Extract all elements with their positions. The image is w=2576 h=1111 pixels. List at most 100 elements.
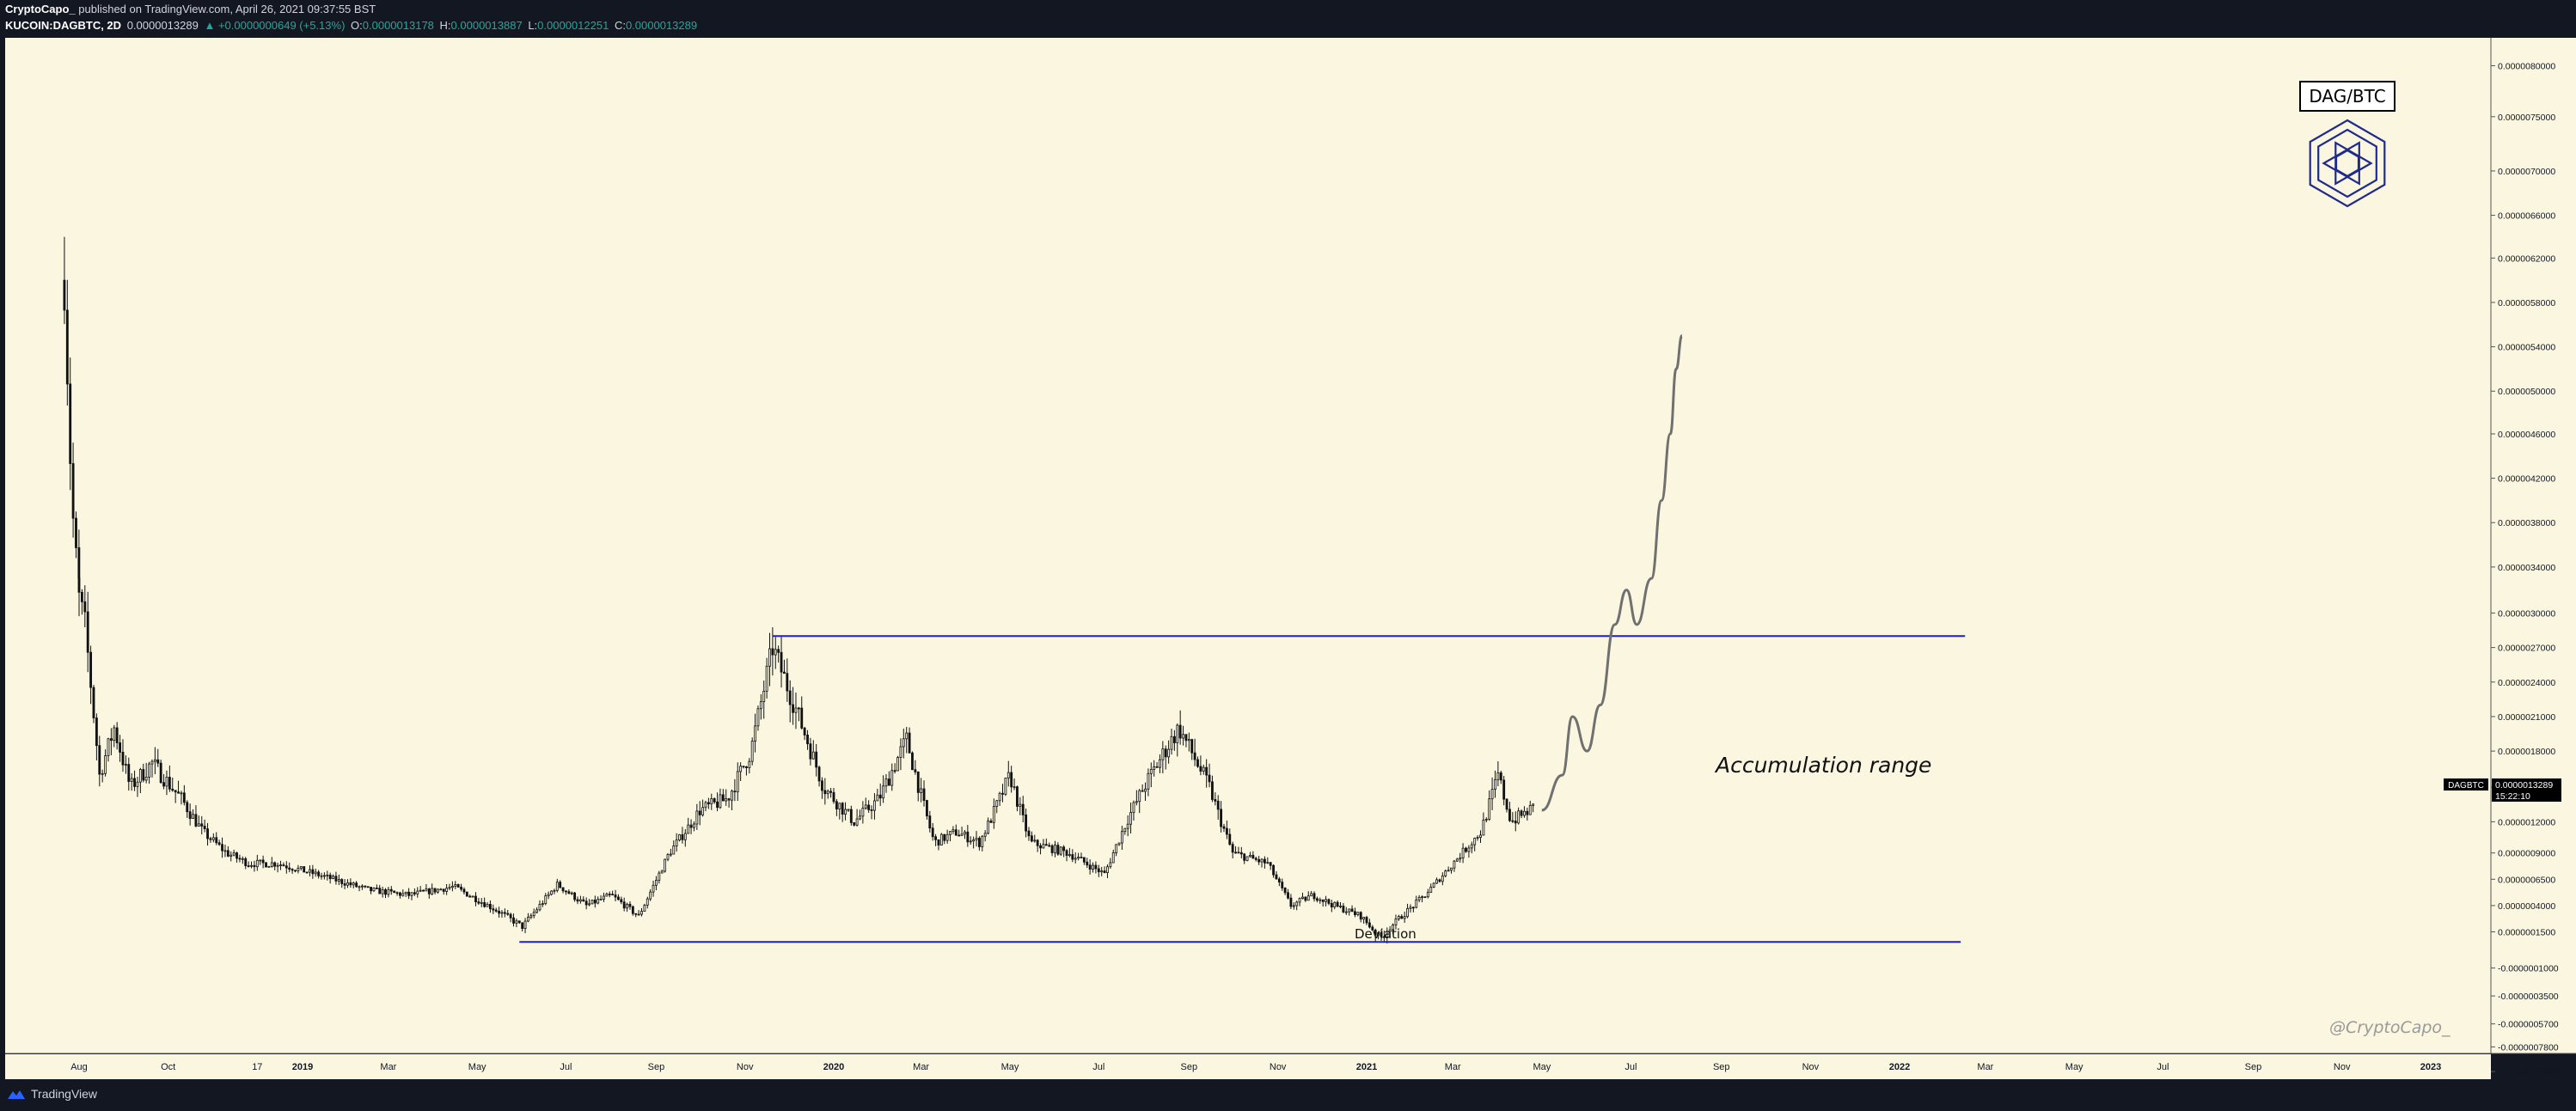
candle-body bbox=[1406, 907, 1409, 918]
candle-body bbox=[649, 891, 652, 900]
candle-body bbox=[247, 865, 250, 867]
candle bbox=[664, 858, 667, 873]
candle bbox=[1056, 842, 1060, 856]
candle-body bbox=[71, 463, 75, 519]
y-tick-label: 0.0000001500 bbox=[2498, 928, 2555, 938]
candle bbox=[1161, 741, 1165, 774]
x-tick-label: Sep bbox=[1713, 1062, 1730, 1072]
candle-body bbox=[1196, 759, 1199, 767]
logo-shape bbox=[2317, 128, 2377, 198]
candle-body bbox=[1033, 839, 1037, 842]
candle-body bbox=[1007, 772, 1010, 778]
candle bbox=[1019, 797, 1022, 815]
candle bbox=[1044, 838, 1048, 846]
candle-body bbox=[652, 884, 655, 893]
candle-body bbox=[523, 920, 527, 930]
candle-body bbox=[1054, 845, 1056, 853]
candle bbox=[1319, 897, 1322, 904]
time-axis[interactable] bbox=[5, 1054, 2491, 1079]
candle bbox=[1109, 858, 1112, 870]
candle bbox=[340, 878, 344, 888]
candle bbox=[800, 696, 804, 730]
candle-body bbox=[736, 771, 739, 793]
chart-canvas[interactable]: 0.0000080000 0.0000075000 0.0000070000 0.00… bbox=[0, 38, 2576, 1079]
candle bbox=[949, 831, 951, 842]
candle bbox=[1208, 763, 1211, 788]
candle-body bbox=[841, 803, 844, 815]
candle-body bbox=[710, 798, 713, 804]
candle bbox=[83, 585, 87, 628]
candle bbox=[273, 861, 277, 870]
candle-body bbox=[614, 894, 617, 898]
candle-body bbox=[1225, 827, 1228, 835]
candle bbox=[65, 279, 69, 406]
candle-body bbox=[550, 890, 553, 895]
tradingview-brand[interactable]: TradingView bbox=[7, 1087, 97, 1101]
candle-body bbox=[1292, 905, 1295, 907]
x-tick-label: Jul bbox=[2157, 1062, 2169, 1072]
symbol-label[interactable]: KUCOIN:DAGBTC, 2D bbox=[5, 19, 122, 32]
candle-body bbox=[366, 886, 370, 888]
candle bbox=[911, 751, 914, 771]
candle bbox=[1371, 925, 1374, 931]
candle bbox=[902, 728, 905, 759]
candle bbox=[815, 743, 818, 777]
candle bbox=[756, 705, 760, 731]
y-tick-label: 0.0000030000 bbox=[2498, 608, 2555, 619]
candle-body bbox=[168, 777, 171, 790]
candle bbox=[1016, 785, 1019, 812]
candle bbox=[1254, 857, 1257, 862]
candle-body bbox=[454, 884, 457, 887]
price-axis[interactable] bbox=[2491, 38, 2576, 1053]
candle-body bbox=[1455, 858, 1459, 862]
candle-body bbox=[498, 911, 500, 914]
candle bbox=[1275, 870, 1278, 880]
candle bbox=[1447, 866, 1450, 872]
x-tick-label: Jul bbox=[1625, 1062, 1637, 1072]
candle bbox=[437, 888, 439, 894]
candle-body bbox=[1178, 724, 1182, 739]
candle-body bbox=[1251, 854, 1255, 859]
candle-body bbox=[1438, 879, 1441, 882]
candle bbox=[995, 799, 999, 814]
x-tick-label: Sep bbox=[2245, 1062, 2262, 1072]
candle bbox=[297, 864, 300, 874]
candle-body bbox=[853, 821, 856, 826]
candle-body bbox=[535, 909, 539, 913]
candle-body bbox=[890, 770, 894, 786]
candle-body bbox=[1103, 870, 1106, 874]
author-name[interactable]: CryptoCapo_ bbox=[5, 3, 76, 15]
plot-area[interactable] bbox=[5, 38, 2491, 1053]
candle bbox=[893, 763, 896, 774]
close-value: 0.0000013289 bbox=[625, 19, 698, 32]
candle bbox=[922, 780, 926, 807]
candle-body bbox=[1068, 854, 1071, 857]
candle-body bbox=[567, 891, 571, 894]
candle bbox=[742, 766, 745, 769]
candle bbox=[841, 802, 844, 822]
candle-body bbox=[800, 707, 804, 729]
candle bbox=[209, 836, 212, 843]
candle bbox=[349, 878, 352, 888]
candle bbox=[203, 819, 206, 833]
candle bbox=[899, 738, 903, 771]
candle bbox=[515, 919, 518, 928]
candle bbox=[1295, 900, 1299, 911]
candle bbox=[794, 693, 798, 729]
candle-body bbox=[1243, 853, 1246, 861]
candle-body bbox=[1453, 860, 1456, 869]
candle bbox=[294, 870, 297, 873]
candle-body bbox=[954, 829, 958, 836]
candle-body bbox=[719, 794, 722, 809]
candle-body bbox=[616, 896, 620, 900]
candle-body bbox=[211, 837, 215, 840]
candle bbox=[1030, 831, 1033, 843]
candle-body bbox=[197, 823, 200, 827]
candle bbox=[211, 833, 215, 843]
candle-body bbox=[1403, 916, 1406, 919]
candle bbox=[241, 856, 244, 864]
x-tick-label: Mar bbox=[1445, 1062, 1461, 1072]
candle-body bbox=[1135, 801, 1138, 803]
candle-body bbox=[1508, 809, 1511, 821]
candle-body bbox=[687, 824, 690, 834]
